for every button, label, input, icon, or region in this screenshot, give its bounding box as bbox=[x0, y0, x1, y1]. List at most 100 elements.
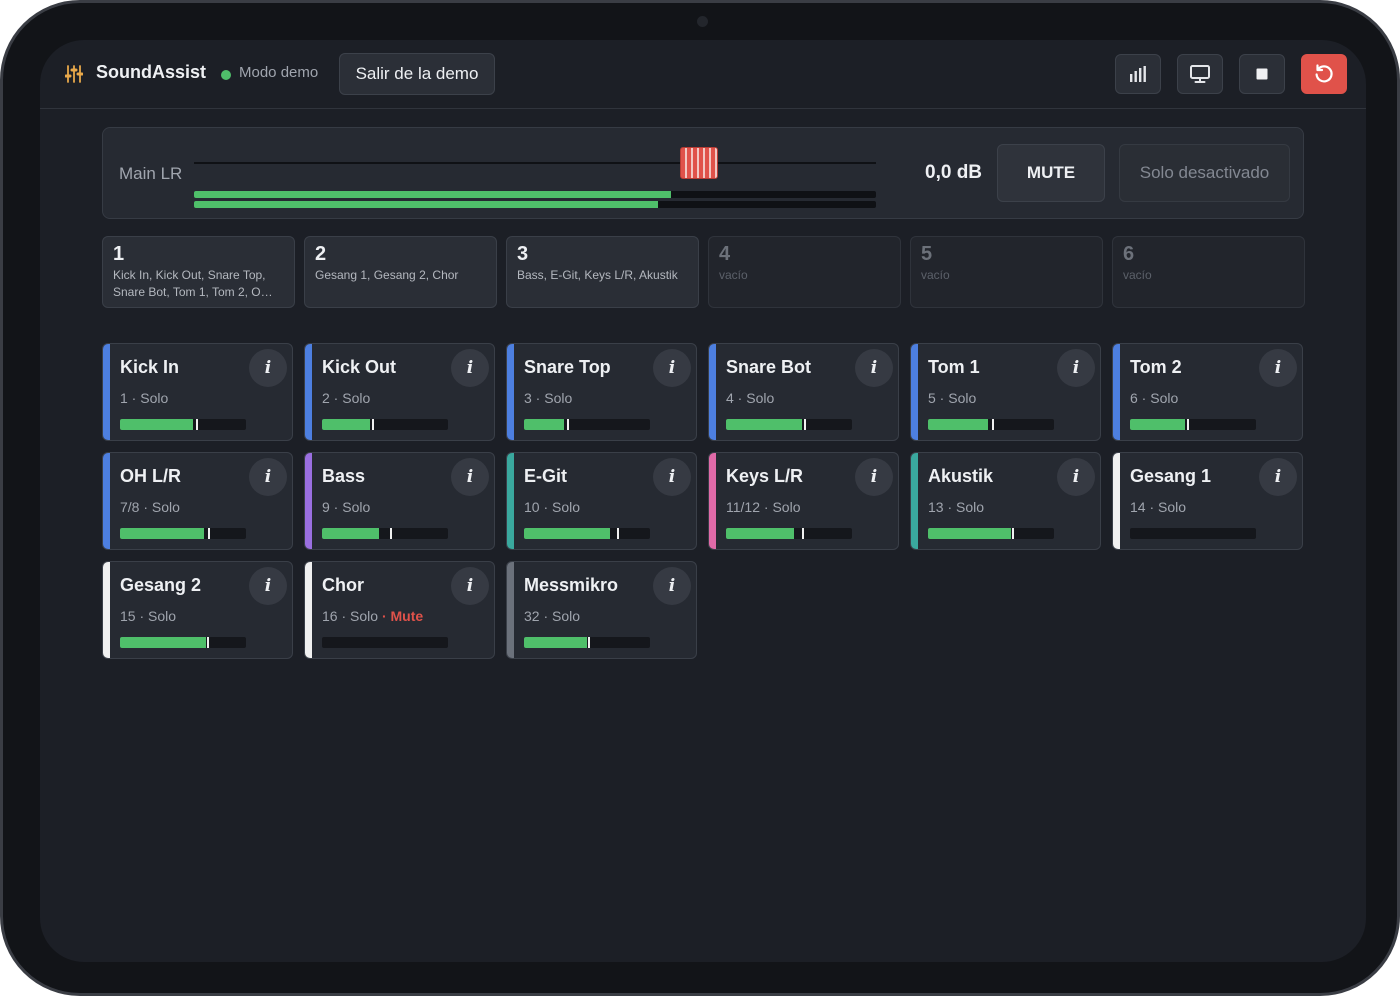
channel-name: Gesang 2 bbox=[120, 575, 202, 595]
group-members: vacío bbox=[719, 268, 748, 282]
app-title: SoundAssist bbox=[96, 62, 207, 82]
demo-status-dot bbox=[221, 70, 231, 80]
main-fader-track[interactable] bbox=[194, 162, 876, 164]
channel-card[interactable]: Gesang 2 15 · Solo i bbox=[102, 561, 293, 659]
channel-color-stripe bbox=[709, 344, 716, 440]
group-card-5[interactable]: 5 vacío bbox=[910, 236, 1103, 308]
channel-color-stripe bbox=[507, 562, 514, 658]
info-icon[interactable]: i bbox=[653, 567, 691, 605]
channel-color-stripe bbox=[709, 453, 716, 549]
channel-card[interactable]: Chor 16 · Solo · Mute i bbox=[304, 561, 495, 659]
group-number: 5 bbox=[921, 243, 933, 265]
info-icon[interactable]: i bbox=[451, 349, 489, 387]
channel-color-stripe bbox=[1113, 453, 1120, 549]
channel-card[interactable]: E-Git 10 · Solo i bbox=[506, 452, 697, 550]
channel-card[interactable]: Keys L/R 11/12 · Solo i bbox=[708, 452, 899, 550]
meters-button[interactable] bbox=[1115, 54, 1161, 94]
main-lr-panel: Main LR 0,0 dB MUTE Solo desactivado bbox=[102, 127, 1304, 219]
channel-level-meter bbox=[928, 419, 1054, 430]
info-icon[interactable]: i bbox=[1259, 349, 1297, 387]
channel-card[interactable]: Snare Bot 4 · Solo i bbox=[708, 343, 899, 441]
display-button[interactable] bbox=[1177, 54, 1223, 94]
info-icon[interactable]: i bbox=[1057, 349, 1095, 387]
info-icon[interactable]: i bbox=[249, 349, 287, 387]
channel-card[interactable]: Tom 2 6 · Solo i bbox=[1112, 343, 1303, 441]
channel-subtitle: 16 · Solo · Mute bbox=[322, 608, 424, 624]
channel-subtitle: 2 · Solo bbox=[322, 390, 371, 406]
channel-name: Snare Top bbox=[524, 357, 611, 377]
info-icon[interactable]: i bbox=[1259, 458, 1297, 496]
channel-card[interactable]: OH L/R 7/8 · Solo i bbox=[102, 452, 293, 550]
main-mute-button[interactable]: MUTE bbox=[997, 144, 1105, 202]
info-icon[interactable]: i bbox=[249, 567, 287, 605]
group-card-1[interactable]: 1 Kick In, Kick Out, Snare Top, Snare Bot… bbox=[102, 236, 295, 308]
main-db-value: 0,0 dB bbox=[925, 162, 983, 183]
stop-button[interactable] bbox=[1239, 54, 1285, 94]
channel-card[interactable]: Akustik 13 · Solo i bbox=[910, 452, 1101, 550]
channel-card[interactable]: Tom 1 5 · Solo i bbox=[910, 343, 1101, 441]
group-card-2[interactable]: 2 Gesang 1, Gesang 2, Chor bbox=[304, 236, 497, 308]
info-icon[interactable]: i bbox=[451, 458, 489, 496]
group-members: Kick In, Kick Out, Snare Top, Snare Bot,… bbox=[113, 268, 273, 299]
channel-card[interactable]: Gesang 1 14 · Solo i bbox=[1112, 452, 1303, 550]
group-card-4[interactable]: 4 vacío bbox=[708, 236, 901, 308]
channel-color-stripe bbox=[507, 344, 514, 440]
group-members: Bass, E-Git, Keys L/R, Akustik bbox=[517, 268, 678, 282]
group-number: 3 bbox=[517, 243, 529, 265]
channel-level-meter bbox=[120, 637, 246, 648]
info-icon[interactable]: i bbox=[855, 349, 893, 387]
group-card-6[interactable]: 6 vacío bbox=[1112, 236, 1305, 308]
info-icon[interactable]: i bbox=[653, 458, 691, 496]
channel-name: Kick Out bbox=[322, 357, 397, 377]
channel-name: Keys L/R bbox=[726, 466, 804, 486]
info-icon[interactable]: i bbox=[855, 458, 893, 496]
channel-name: Kick In bbox=[120, 357, 180, 377]
main-meter-right bbox=[194, 201, 876, 208]
channel-subtitle: 10 · Solo bbox=[524, 499, 581, 515]
group-members: vacío bbox=[921, 268, 950, 282]
exit-demo-button[interactable]: Salir de la demo bbox=[339, 53, 495, 95]
channel-level-meter bbox=[726, 419, 852, 430]
info-icon[interactable]: i bbox=[653, 349, 691, 387]
main-lr-label: Main LR bbox=[119, 164, 183, 183]
mixer-sliders-icon bbox=[65, 65, 83, 83]
group-number: 1 bbox=[113, 243, 125, 265]
channel-subtitle: 4 · Solo bbox=[726, 390, 775, 406]
channel-level-meter bbox=[322, 637, 448, 648]
info-icon[interactable]: i bbox=[249, 458, 287, 496]
solo-toggle-button[interactable]: Solo desactivado bbox=[1119, 144, 1290, 202]
channel-color-stripe bbox=[103, 562, 110, 658]
app-screen: SoundAssist Modo demo Salir de la demo bbox=[40, 40, 1366, 962]
channel-card[interactable]: Snare Top 3 · Solo i bbox=[506, 343, 697, 441]
group-card-3[interactable]: 3 Bass, E-Git, Keys L/R, Akustik bbox=[506, 236, 699, 308]
channel-subtitle: 5 · Solo bbox=[928, 390, 977, 406]
channel-name: E-Git bbox=[524, 466, 567, 486]
channel-level-meter bbox=[1130, 419, 1256, 430]
group-number: 6 bbox=[1123, 243, 1135, 265]
channel-subtitle: 11/12 · Solo bbox=[726, 499, 801, 515]
reset-icon bbox=[1315, 64, 1333, 83]
channel-card[interactable]: Kick In 1 · Solo i bbox=[102, 343, 293, 441]
info-icon[interactable]: i bbox=[1057, 458, 1095, 496]
channel-card[interactable]: Kick Out 2 · Solo i bbox=[304, 343, 495, 441]
channel-card[interactable]: Bass 9 · Solo i bbox=[304, 452, 495, 550]
channel-level-meter bbox=[120, 419, 246, 430]
channel-level-meter bbox=[726, 528, 852, 539]
reset-button[interactable] bbox=[1301, 54, 1347, 94]
channel-mute-indicator: · Mute bbox=[378, 608, 424, 624]
channel-subtitle: 14 · Solo bbox=[1130, 499, 1187, 515]
channel-subtitle: 7/8 · Solo bbox=[120, 499, 180, 515]
group-members: Gesang 1, Gesang 2, Chor bbox=[315, 268, 459, 282]
channel-subtitle: 1 · Solo bbox=[120, 390, 169, 406]
channel-color-stripe bbox=[911, 453, 918, 549]
channel-level-meter bbox=[1130, 528, 1256, 539]
channel-level-meter bbox=[120, 528, 246, 539]
main-fader-handle[interactable] bbox=[679, 147, 718, 179]
channel-card[interactable]: Messmikro 32 · Solo i bbox=[506, 561, 697, 659]
channel-level-meter bbox=[524, 419, 650, 430]
channel-name: Tom 2 bbox=[1130, 357, 1182, 377]
info-icon[interactable]: i bbox=[451, 567, 489, 605]
channel-name: Tom 1 bbox=[928, 357, 980, 377]
main-meter-left bbox=[194, 191, 876, 198]
